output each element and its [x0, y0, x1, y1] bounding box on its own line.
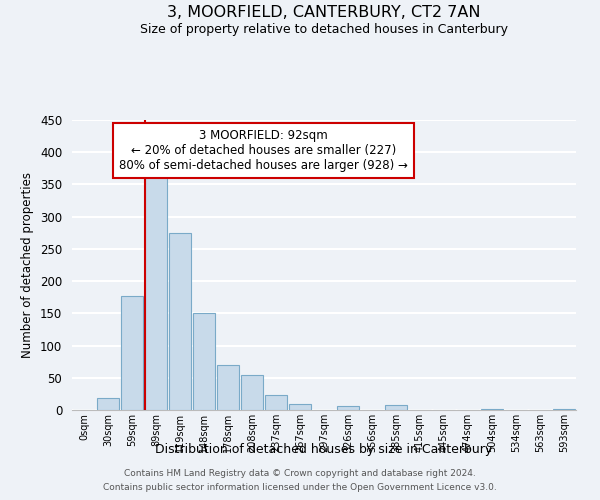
Bar: [385, 406, 407, 410]
Bar: [121, 296, 143, 410]
Text: Contains public sector information licensed under the Open Government Licence v3: Contains public sector information licen…: [103, 484, 497, 492]
Text: Contains HM Land Registry data © Crown copyright and database right 2024.: Contains HM Land Registry data © Crown c…: [124, 468, 476, 477]
Text: 3 MOORFIELD: 92sqm
← 20% of detached houses are smaller (227)
80% of semi-detach: 3 MOORFIELD: 92sqm ← 20% of detached hou…: [119, 128, 408, 172]
Bar: [145, 175, 167, 410]
Bar: [217, 365, 239, 410]
Bar: [193, 312, 215, 410]
Text: 3, MOORFIELD, CANTERBURY, CT2 7AN: 3, MOORFIELD, CANTERBURY, CT2 7AN: [167, 5, 481, 20]
Bar: [265, 395, 287, 410]
Bar: [97, 398, 119, 410]
Text: Size of property relative to detached houses in Canterbury: Size of property relative to detached ho…: [140, 22, 508, 36]
Bar: [289, 404, 311, 410]
Y-axis label: Number of detached properties: Number of detached properties: [22, 172, 34, 358]
Text: Distribution of detached houses by size in Canterbury: Distribution of detached houses by size …: [155, 442, 493, 456]
Bar: [241, 374, 263, 410]
Bar: [337, 406, 359, 410]
Bar: [169, 233, 191, 410]
